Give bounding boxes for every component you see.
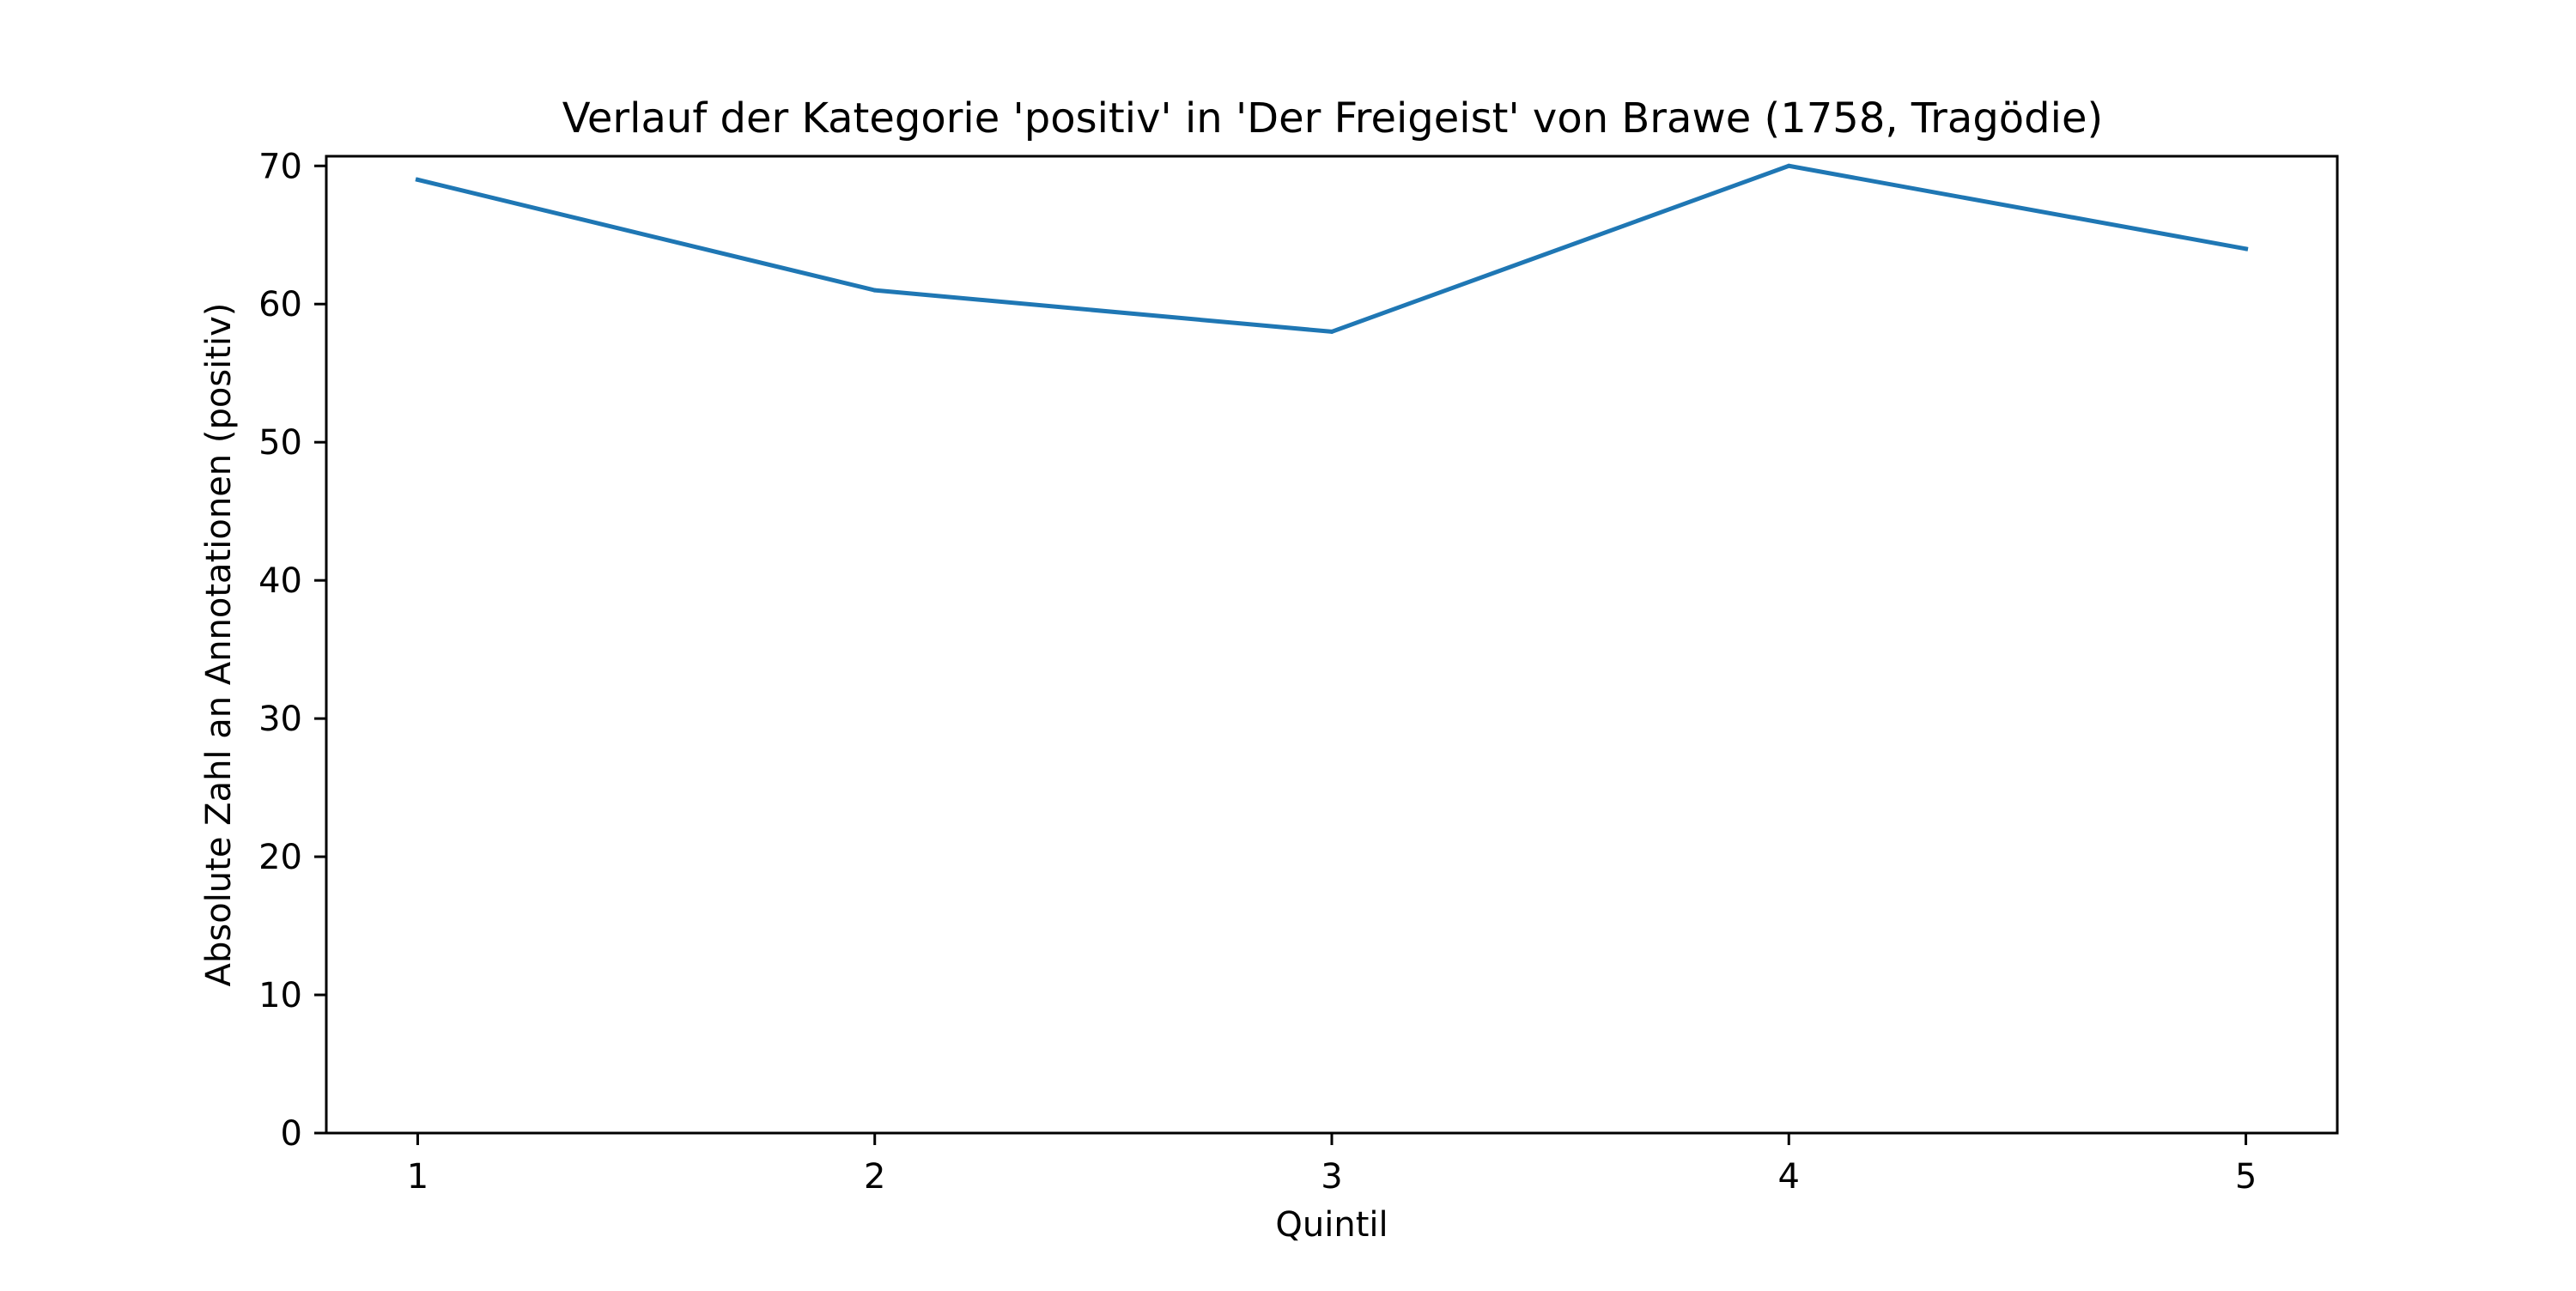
y-axis-label: Absolute Zahl an Annotationen (positiv)	[199, 303, 239, 987]
x-tick-label: 1	[407, 1157, 428, 1197]
y-tick-label: 60	[258, 285, 302, 324]
series-layer	[415, 163, 2249, 334]
y-tick-label: 0	[281, 1114, 302, 1154]
y-tick-label: 50	[258, 423, 302, 463]
x-tick-label: 3	[1321, 1157, 1342, 1197]
data-point	[1786, 163, 1791, 168]
y-tick-label: 10	[258, 976, 302, 1015]
y-axis-ticks: 0 10 20 30 40 50 60 70	[258, 147, 326, 1154]
data-point	[1329, 329, 1334, 334]
y-tick-label: 70	[258, 147, 302, 186]
y-tick-label: 30	[258, 700, 302, 739]
data-point	[872, 288, 878, 293]
chart-title: Verlauf der Kategorie 'positiv' in 'Der …	[562, 94, 2103, 142]
axes-frame	[325, 155, 2339, 1135]
x-tick-label: 2	[864, 1157, 885, 1197]
x-tick-label: 4	[1778, 1157, 1800, 1197]
data-point	[415, 177, 420, 182]
y-tick-label: 20	[258, 838, 302, 877]
data-point	[2244, 246, 2249, 252]
x-axis-label: Quintil	[1275, 1205, 1388, 1245]
y-tick-label: 40	[258, 561, 302, 601]
x-tick-label: 5	[2235, 1157, 2257, 1197]
x-axis-ticks: 1 2 3 4 5	[407, 1133, 2257, 1197]
